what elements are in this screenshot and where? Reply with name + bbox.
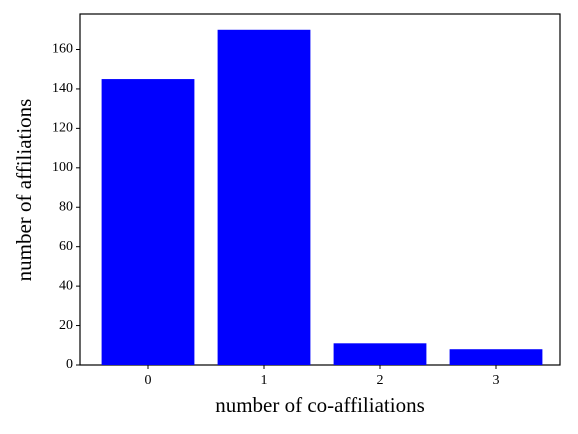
x-tick-label: 2: [377, 373, 384, 388]
y-tick-label: 0: [66, 357, 73, 372]
bar: [101, 79, 195, 366]
y-tick-label: 160: [52, 42, 73, 57]
bar: [217, 29, 311, 366]
y-tick-label: 140: [52, 81, 73, 96]
x-axis-label: number of co-affiliations: [215, 393, 425, 417]
x-tick-label: 1: [261, 373, 268, 388]
y-tick-label: 20: [59, 318, 73, 333]
y-tick-label: 40: [59, 278, 73, 293]
y-tick-label: 80: [59, 199, 73, 214]
y-tick-label: 60: [59, 239, 73, 254]
bar: [449, 349, 543, 365]
y-tick-label: 120: [52, 121, 73, 136]
axes-frame: [79, 13, 561, 366]
y-axis-label: number of affiliations: [12, 99, 36, 282]
x-tick-label: 3: [493, 373, 500, 388]
bar: [333, 343, 427, 365]
x-tick-label: 0: [145, 373, 152, 388]
y-tick-label: 100: [52, 160, 73, 175]
